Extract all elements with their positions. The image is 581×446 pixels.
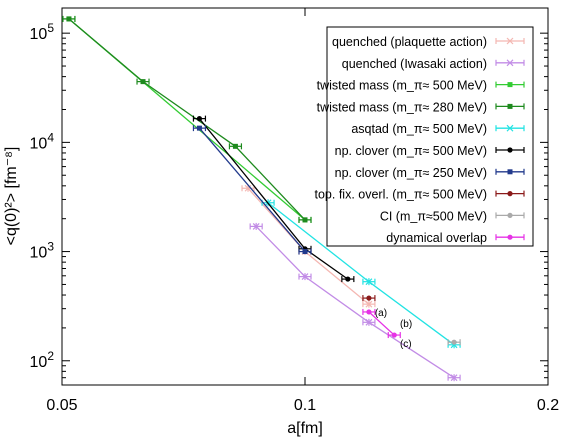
annotation-label: (c) [400,339,412,350]
data-point [298,248,312,255]
y-tick-exponent: 2 [47,349,54,363]
annotation-layer: (a) (b) (c) [375,308,412,350]
data-point [362,308,376,315]
legend-swatch-marker [507,103,513,109]
square-marker [302,217,308,223]
dot-marker [366,295,372,301]
series-line [368,311,395,336]
legend-swatch-marker [506,37,514,45]
legend-swatch-marker [507,234,513,240]
data-point [362,278,376,286]
y-tick-exponent: 4 [47,130,54,144]
series-1 [249,222,461,382]
legend-entry: asqtad (m_π≈ 500 MeV) [351,122,525,136]
data-point [192,125,207,132]
legend: quenched (plaquette action) quenched (Iwa… [315,26,534,247]
data-point [298,216,312,223]
square-marker [196,125,202,131]
legend-swatch-marker [507,212,513,218]
legend-label: np. clover (m_π≈ 250 MeV) [335,166,487,180]
data-point [341,276,355,283]
series-2 [62,15,312,223]
x-tick-label: 0.05 [46,397,77,414]
x-axis-ticks: 0.05 0.1 0.2 [46,8,559,414]
legend-swatch-marker [506,59,514,67]
legend-swatch-marker [507,82,513,88]
data-point [62,15,76,22]
data-point [136,78,150,85]
legend-label: asqtad (m_π≈ 500 MeV) [351,122,487,136]
legend-label: quenched (Iwasaki action) [342,57,487,71]
dot-marker [345,276,351,282]
legend-label: dynamical overlap [386,231,487,245]
legend-entry: quenched (plaquette action) [332,35,525,49]
x-tick-label: 0.1 [294,397,316,414]
annotation-label: (a) [375,308,387,319]
y-tick-label: 105 [30,21,55,43]
square-marker [66,16,72,22]
square-marker [232,143,238,149]
y-tick-label: 104 [30,130,55,152]
series-8 [447,339,461,346]
y-tick-label: 103 [30,240,55,262]
square-marker [302,249,308,255]
y-axis-label: <q(0)²> [fm⁻⁸] [3,147,20,246]
y-tick-base: 10 [30,354,48,371]
x-axis-label: a[fm] [287,420,323,437]
data-point [362,295,376,302]
y-tick-base: 10 [30,245,48,262]
legend-label: np. clover (m_π≈ 500 MeV) [335,144,487,158]
dot-marker [451,339,457,345]
data-point [249,222,263,230]
data-point [298,273,312,281]
series-layer [62,15,461,382]
y-tick-base: 10 [30,135,48,152]
legend-label: twisted mass (m_π≈ 280 MeV) [317,100,487,114]
y-tick-base: 10 [30,26,48,43]
data-point [192,115,207,122]
data-point [387,332,401,339]
legend-entry: top. fix. overl. (m_π≈ 500 MeV) [315,188,525,202]
legend-entry: np. clover (m_π≈ 500 MeV) [335,144,525,158]
legend-swatch-marker [506,124,514,132]
data-point [228,143,243,150]
legend-entry: twisted mass (m_π≈ 280 MeV) [317,100,525,114]
dot-marker [366,309,372,315]
square-marker [140,79,146,85]
series-7 [362,295,376,302]
legend-box [326,26,534,247]
legend-entry: np. clover (m_π≈ 250 MeV) [335,166,525,180]
y-tick-label: 102 [30,349,55,371]
legend-entry: twisted mass (m_π≈ 500 MeV) [317,79,525,93]
data-point [362,300,376,308]
legend-entry: quenched (Iwasaki action) [342,57,525,71]
data-point [362,318,376,326]
legend-label: twisted mass (m_π≈ 500 MeV) [317,79,487,93]
x-tick-label: 0.2 [537,397,559,414]
series-9 [362,308,401,339]
legend-swatch-marker [507,191,513,197]
annotation-label: (b) [400,319,412,330]
series-3 [62,15,312,223]
series-line [198,127,306,253]
legend-swatch-marker [507,147,513,153]
legend-label: top. fix. overl. (m_π≈ 500 MeV) [315,188,488,202]
legend-swatch-marker [507,169,513,175]
legend-entry: dynamical overlap [386,231,525,245]
series-line [68,18,306,221]
legend-label: quenched (plaquette action) [332,35,487,49]
legend-entry: CI (m_π≈500 MeV) [380,209,525,223]
data-point [447,339,461,346]
series-line [255,225,455,379]
y-tick-exponent: 5 [47,21,54,35]
legend-label: CI (m_π≈500 MeV) [380,209,487,223]
y-tick-exponent: 3 [47,240,54,254]
data-point [447,374,461,382]
dot-marker [196,116,203,122]
dot-marker [391,332,397,338]
series-6 [192,125,312,255]
